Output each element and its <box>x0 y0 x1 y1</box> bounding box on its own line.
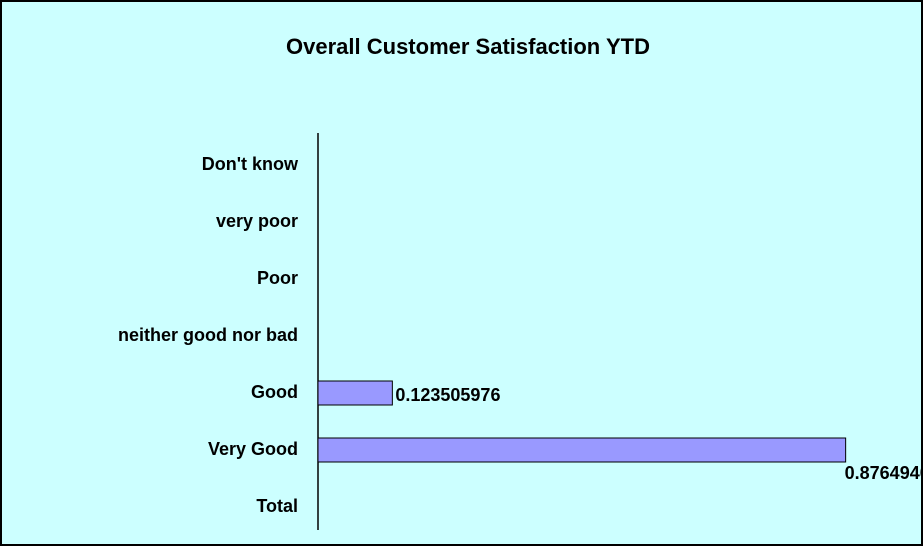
data-label: 0.876494024 <box>845 463 923 483</box>
y-tick-label: neither good nor bad <box>118 325 298 345</box>
y-tick-label: Poor <box>257 268 298 288</box>
y-tick-label: Good <box>251 382 298 402</box>
bar <box>317 437 847 463</box>
bar <box>317 380 393 406</box>
data-label: 0.123505976 <box>395 385 500 405</box>
chart-title: Overall Customer Satisfaction YTD <box>286 34 650 59</box>
y-tick-label: Very Good <box>208 439 298 459</box>
y-tick-label: Total <box>256 496 298 516</box>
y-tick-label: very poor <box>216 211 298 231</box>
y-tick-label: Don't know <box>202 154 299 174</box>
